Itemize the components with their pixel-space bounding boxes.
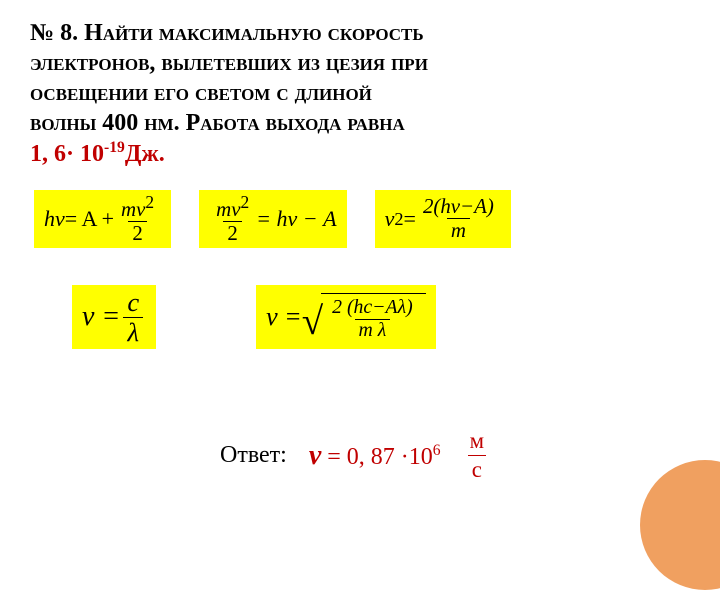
- answer-v-symbol: v: [309, 440, 321, 471]
- f2-rhs: = hν − A: [256, 208, 336, 230]
- answer-text: = 0, 87 ·10: [321, 444, 433, 470]
- formula-v-squared: v2 = 2(hν−A) m: [375, 190, 511, 248]
- work-function-value: 1, 6· 10-19Дж.: [30, 141, 165, 167]
- f1-num-exp: 2: [145, 192, 154, 212]
- f4-num: c: [123, 289, 143, 317]
- f4-den: λ: [123, 317, 143, 346]
- f2-frac: mv2 2: [212, 194, 253, 244]
- f5-lhs: v =: [266, 304, 302, 330]
- f5-den: m λ: [355, 319, 391, 341]
- f4-frac: c λ: [123, 289, 143, 345]
- value-unit: Дж.: [125, 141, 165, 167]
- f2-num-exp: 2: [240, 192, 249, 212]
- f3-eq: =: [404, 208, 416, 230]
- f2-den: 2: [223, 221, 241, 244]
- problem-number: № 8.: [30, 20, 84, 46]
- f2-num: mv: [216, 197, 240, 221]
- f3-frac: 2(hν−A) m: [419, 196, 498, 241]
- answer-unit: м с: [463, 428, 491, 483]
- radicand: 2 (hc−Aλ) m λ: [321, 293, 426, 341]
- answer-value: v = 0, 87 ·106: [309, 440, 441, 472]
- f1-eq: = A +: [65, 208, 114, 230]
- title-rest1: максимальную скорость: [153, 20, 424, 46]
- decorative-circle: [640, 460, 720, 590]
- answer-label: Ответ:: [220, 442, 287, 469]
- f1-frac: mv2 2: [117, 194, 158, 244]
- formula-einstein: hν = A + mv2 2: [34, 190, 171, 248]
- answer-row: Ответ: v = 0, 87 ·106 м с: [220, 428, 491, 483]
- value-coef: 1, 6· 10: [30, 141, 104, 167]
- problem-statement: № 8. Найти максимальную скорость электро…: [30, 18, 690, 169]
- sqrt-wrap: √ 2 (hc−Aλ) m λ: [302, 293, 426, 341]
- f1-num: mv: [121, 197, 145, 221]
- title-line4b: Работа выхода равна: [180, 110, 405, 136]
- f3-num: 2(hν−A): [419, 196, 498, 218]
- unit-den: с: [468, 455, 486, 483]
- title-line2: электронов, вылетевших из цезия при: [30, 50, 428, 76]
- f3-lhs-exp: 2: [394, 210, 403, 228]
- f5-frac: 2 (hc−Aλ) m λ: [328, 298, 417, 341]
- formula-velocity: v = √ 2 (hc−Aλ) m λ: [256, 285, 436, 349]
- formula-frequency: ν = c λ: [72, 285, 156, 349]
- f3-lhs: v: [385, 208, 395, 230]
- f4-lhs: ν =: [82, 303, 120, 331]
- formula-row-1: hν = A + mv2 2 mv2 2 = hν − A v2 = 2(hν−…: [34, 190, 511, 248]
- formula-row-2: ν = c λ v = √ 2 (hc−Aλ) m λ: [72, 285, 436, 349]
- f5-num: 2 (hc−Aλ): [328, 298, 417, 319]
- title-line3: освещении его светом с длиной: [30, 80, 372, 106]
- title-word: Найти: [84, 20, 153, 46]
- title-line4a: волны 400 нм.: [30, 110, 180, 136]
- unit-num: м: [466, 428, 488, 455]
- f1-den: 2: [128, 221, 146, 244]
- radical-icon: √: [302, 302, 323, 341]
- slide: № 8. Найти максимальную скорость электро…: [0, 0, 720, 540]
- f1-lhs: hν: [44, 208, 65, 230]
- answer-exp: 6: [433, 442, 441, 459]
- value-exp: -19: [104, 139, 125, 156]
- formula-kinetic: mv2 2 = hν − A: [199, 190, 346, 248]
- f3-den: m: [447, 218, 470, 241]
